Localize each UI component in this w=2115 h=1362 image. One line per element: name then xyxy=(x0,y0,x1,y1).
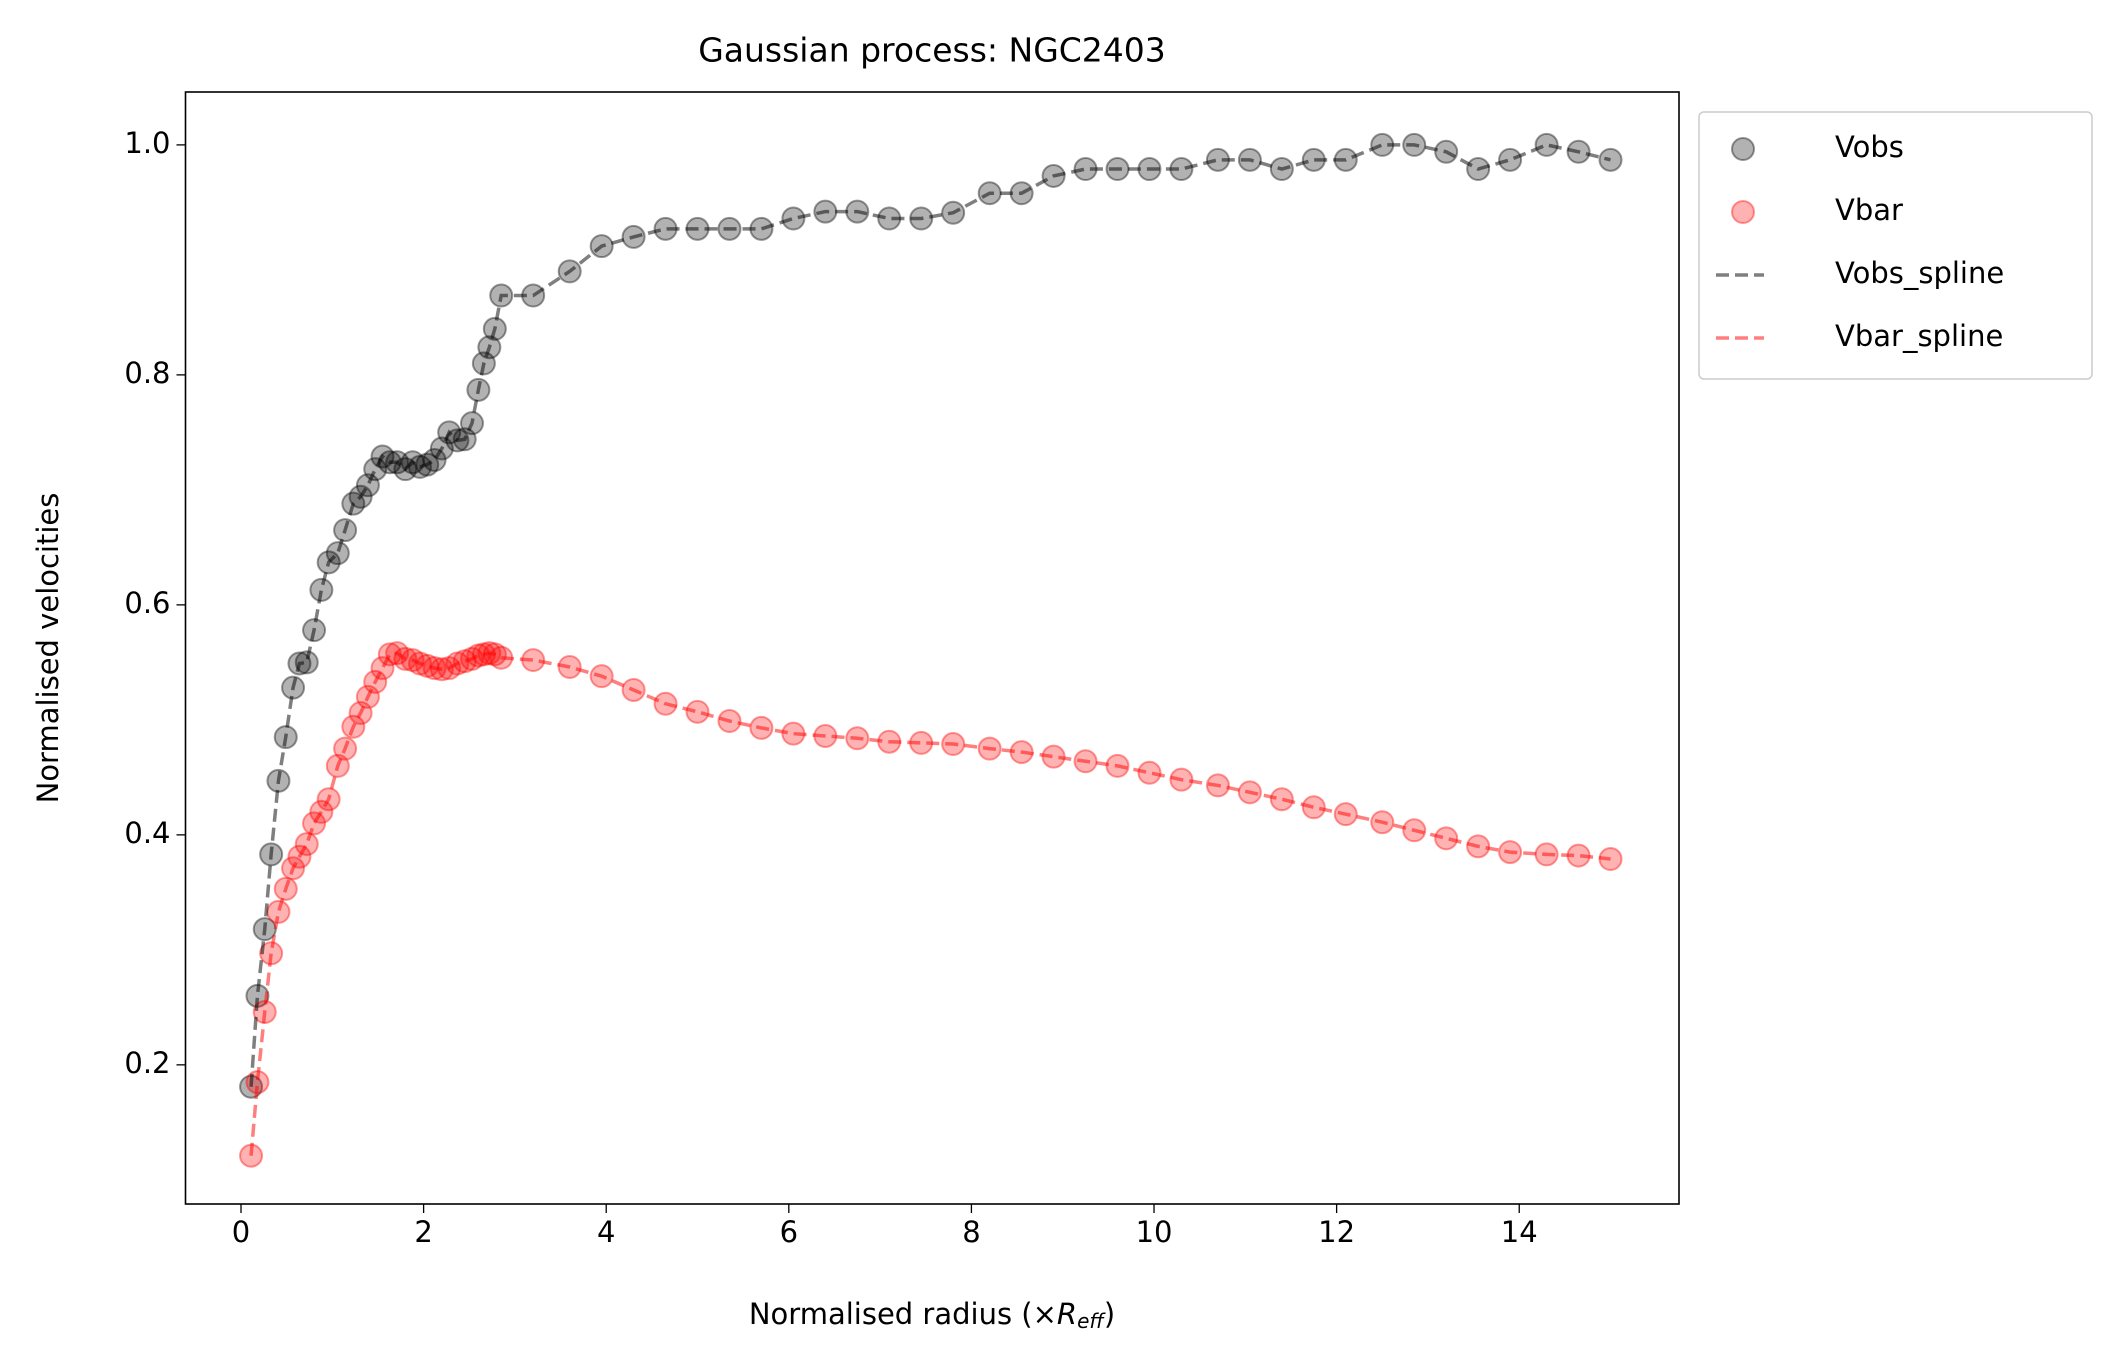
x-tick-label: 4 xyxy=(597,1215,615,1249)
x-label-subscript: eff xyxy=(1077,1309,1106,1333)
x-label-text: Normalised radius (× xyxy=(749,1297,1057,1331)
x-tick-label: 8 xyxy=(962,1215,980,1249)
chart-title: Gaussian process: NGC2403 xyxy=(698,31,1166,70)
y-tick-label: 0.6 xyxy=(124,586,170,620)
point xyxy=(370,656,395,681)
point xyxy=(415,653,440,678)
x-label-symbol: R xyxy=(1057,1297,1077,1331)
point xyxy=(466,643,491,668)
point xyxy=(1269,787,1294,812)
y-tick-label: 0.2 xyxy=(124,1046,170,1080)
point xyxy=(1534,132,1559,157)
point xyxy=(781,206,806,231)
point xyxy=(1498,147,1523,172)
point xyxy=(1434,826,1459,851)
x-tick-label: 14 xyxy=(1501,1215,1538,1249)
y-tick-label: 0.8 xyxy=(124,356,170,390)
point xyxy=(294,832,319,857)
spline-line xyxy=(249,143,1611,1087)
x-tick-label: 6 xyxy=(780,1215,798,1249)
point xyxy=(363,457,388,482)
x-label-close: ) xyxy=(1104,1297,1115,1331)
y-tick-label: 1.0 xyxy=(124,126,170,160)
point xyxy=(1137,760,1162,785)
x-tick-label: 12 xyxy=(1318,1215,1355,1249)
x-axis-label: Normalised radius (×Reff) xyxy=(749,1297,1115,1333)
legend-label: Vobs_spline xyxy=(1835,256,2004,290)
y-axis-label: Normalised velocities xyxy=(31,493,65,804)
y-tick-label: 0.4 xyxy=(124,816,170,850)
legend-label: Vbar_spline xyxy=(1835,319,2003,353)
spline-line xyxy=(249,651,1611,1156)
point xyxy=(294,650,319,675)
point xyxy=(1301,795,1326,820)
point xyxy=(309,577,334,602)
plot-frame xyxy=(184,91,1680,1205)
legend-label: Vbar xyxy=(1835,193,1903,227)
legend-label: Vobs xyxy=(1835,130,1904,164)
point xyxy=(452,649,477,674)
x-tick-label: 2 xyxy=(414,1215,432,1249)
legend-marker xyxy=(1731,137,1755,161)
x-tick-label: 0 xyxy=(232,1215,250,1249)
x-tick-label: 10 xyxy=(1136,1215,1173,1249)
legend-marker xyxy=(1731,200,1755,224)
legend-box xyxy=(1698,111,2093,380)
point xyxy=(685,699,710,724)
